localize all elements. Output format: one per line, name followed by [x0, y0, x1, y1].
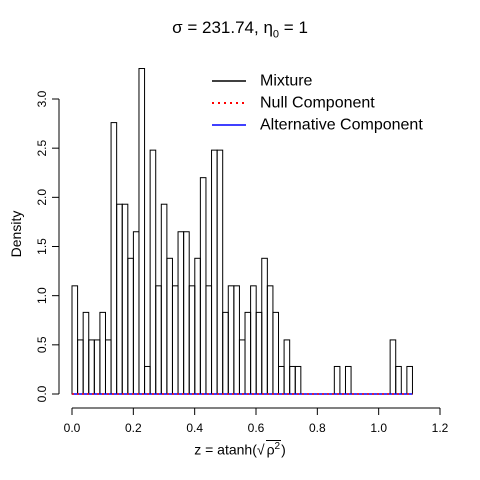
histogram-bar [227, 285, 235, 395]
y-tick-label: 0.5 [35, 336, 49, 353]
histogram-bar [116, 203, 123, 395]
y-tick-label: 1.5 [35, 238, 49, 255]
histogram-bar [344, 365, 352, 395]
histogram-bar [289, 365, 296, 395]
legend-label: Null Component [260, 95, 375, 112]
histogram-bar [211, 149, 218, 395]
x-tick-label: 1.2 [432, 421, 449, 435]
histogram-bar [183, 231, 190, 395]
title-separator: , [253, 18, 259, 37]
x-axis-label: z = atanh(√ ρ2) [0, 440, 480, 458]
eta-subscript: 0 [272, 28, 280, 41]
histogram-bar [255, 311, 263, 395]
sigma-symbol: σ [172, 18, 183, 37]
histogram-bars [71, 68, 413, 395]
y-tick-label: 0.0 [35, 385, 49, 402]
chart-title: σ = 231.74, η0 = 1 [0, 18, 480, 40]
histogram-bar [110, 122, 118, 395]
histogram-bar [406, 365, 413, 395]
eta-symbol: η [263, 18, 273, 37]
histogram-bar [166, 257, 173, 395]
xlabel-equals: = [205, 441, 214, 458]
sqrt-radicand: ρ2 [265, 440, 282, 458]
rho-symbol: ρ [266, 441, 275, 458]
x-tick-label: 1.0 [370, 421, 387, 435]
histogram-bar [93, 339, 101, 395]
histogram-bar [121, 203, 129, 395]
histogram-bar [132, 231, 140, 395]
histogram-bar [205, 285, 213, 395]
histogram-bar [127, 257, 134, 395]
histogram-bar [266, 285, 274, 395]
x-tick-label: 0.4 [186, 421, 203, 435]
histogram-bar [389, 339, 397, 395]
histogram-bar [171, 285, 179, 395]
sigma-value: 231.74 [201, 18, 254, 37]
histogram-bar [177, 231, 185, 395]
histogram-bar [233, 285, 240, 395]
y-axis: 0.0 0.5 1.0 1.5 2.0 2.5 3.0 [35, 90, 60, 402]
histogram-bar [77, 339, 84, 395]
xlabel-close: ) [281, 441, 286, 458]
xlabel-prefix: z [194, 441, 202, 458]
histogram-bar [272, 311, 280, 395]
legend-label: Alternative Component [260, 117, 423, 134]
histogram-bar [71, 285, 79, 395]
y-tick-label: 1.0 [35, 287, 49, 304]
x-tick-label: 0.0 [64, 421, 81, 435]
histogram-bar [238, 339, 246, 395]
histogram-bar [138, 68, 146, 395]
title-equals-1: = [187, 18, 198, 37]
x-tick-label: 0.8 [309, 421, 326, 435]
histogram-bar [333, 365, 341, 395]
histogram-bar [244, 311, 252, 395]
histogram-bar [88, 339, 95, 395]
sqrt-symbol: √ [256, 441, 265, 458]
histogram-bar [160, 203, 168, 395]
histogram-bar [188, 285, 196, 395]
rho-exponent: 2 [274, 441, 281, 452]
histogram-bar [294, 365, 302, 395]
histogram-bar [199, 177, 207, 395]
histogram-bar [149, 149, 157, 395]
eta-value: 1 [298, 18, 308, 37]
y-tick-label: 2.5 [35, 140, 49, 157]
histogram-bar [278, 365, 285, 395]
histogram-bar [82, 311, 90, 395]
legend: Mixture Null Component Alternative Compone… [212, 73, 423, 134]
y-tick-label: 3.0 [35, 90, 49, 107]
histogram-bar [261, 257, 268, 395]
histogram-bar [194, 257, 201, 395]
histogram-bar [144, 365, 151, 395]
title-equals-2: = [283, 18, 294, 37]
histogram-bar [216, 149, 224, 395]
histogram-bar [155, 285, 162, 395]
xlabel-func: atanh [217, 441, 253, 458]
x-axis: 0.0 0.2 0.4 0.6 0.8 1.0 1.2 [64, 407, 449, 435]
y-tick-label: 2.0 [35, 189, 49, 206]
histogram-bar [104, 339, 112, 395]
histogram-bar [250, 285, 257, 395]
histogram-bar [395, 365, 402, 395]
x-tick-label: 0.6 [248, 421, 265, 435]
xlabel-open: ( [252, 441, 257, 458]
histogram-bar [283, 339, 291, 395]
x-tick-label: 0.2 [125, 421, 142, 435]
histogram-bar [222, 311, 229, 395]
y-axis-label: Density [8, 210, 24, 258]
legend-label: Mixture [260, 73, 313, 90]
histogram-bar [99, 311, 106, 395]
